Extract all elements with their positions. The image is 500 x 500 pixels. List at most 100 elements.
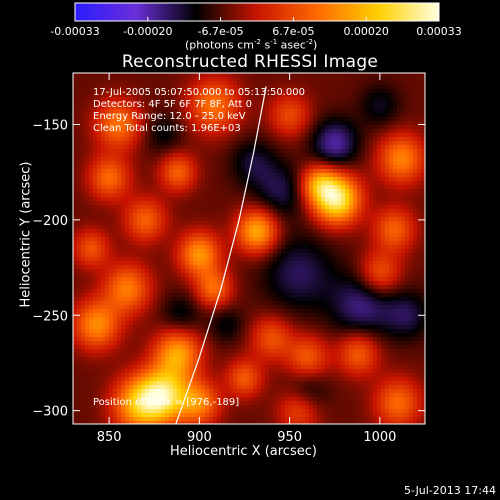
heatmap-cell xyxy=(105,93,110,98)
heatmap-cell xyxy=(309,281,314,286)
heatmap-cell xyxy=(417,205,422,210)
heatmap-cell xyxy=(117,281,122,286)
heatmap-cell xyxy=(269,209,274,214)
heatmap-cell xyxy=(349,225,354,230)
heatmap-cell xyxy=(253,81,258,86)
colorbar xyxy=(74,2,440,22)
heatmap-cell xyxy=(145,289,150,294)
heatmap-cell xyxy=(385,129,390,134)
heatmap-cell xyxy=(353,233,358,238)
heatmap-cell xyxy=(257,265,262,270)
heatmap-cell xyxy=(149,257,154,262)
heatmap-cell xyxy=(397,129,402,134)
heatmap-cell xyxy=(413,165,418,170)
heatmap-cell xyxy=(289,185,294,190)
heatmap-cell xyxy=(309,157,314,162)
heatmap-cell xyxy=(217,285,222,290)
heatmap-cell xyxy=(105,165,110,170)
heatmap-cell xyxy=(253,205,258,210)
heatmap-cell xyxy=(89,129,94,134)
heatmap-cell xyxy=(369,213,374,218)
heatmap-cell xyxy=(137,257,142,262)
heatmap-cell xyxy=(417,193,422,198)
heatmap-cell xyxy=(381,249,386,254)
heatmap-cell xyxy=(177,173,182,178)
heatmap-cell xyxy=(329,197,334,202)
heatmap-cell xyxy=(341,221,346,226)
heatmap-cell xyxy=(109,169,114,174)
heatmap-cell xyxy=(233,257,238,262)
heatmap-cell xyxy=(309,141,314,146)
heatmap-cell xyxy=(197,229,202,234)
heatmap-cell xyxy=(201,109,206,114)
heatmap-cell xyxy=(413,97,418,102)
heatmap-cell xyxy=(197,197,202,202)
heatmap-cell xyxy=(253,173,258,178)
heatmap-cell xyxy=(77,193,82,198)
heatmap-cell xyxy=(117,125,122,130)
heatmap-cell xyxy=(197,145,202,150)
heatmap-cell xyxy=(349,129,354,134)
heatmap-cell xyxy=(85,297,90,302)
heatmap-cell xyxy=(277,73,282,78)
heatmap-cell xyxy=(357,189,362,194)
heatmap-cell xyxy=(241,161,246,166)
heatmap-cell xyxy=(169,181,174,186)
heatmap-cell xyxy=(89,209,94,214)
heatmap-cell xyxy=(169,213,174,218)
heatmap-cell xyxy=(157,193,162,198)
heatmap-cell xyxy=(313,101,318,106)
heatmap-cell xyxy=(289,97,294,102)
heatmap-cell xyxy=(197,285,202,290)
heatmap-cell xyxy=(197,109,202,114)
heatmap-cell xyxy=(193,77,198,82)
heatmap-cell xyxy=(237,181,242,186)
heatmap-cell xyxy=(329,161,334,166)
heatmap-cell xyxy=(153,277,158,282)
heatmap-cell xyxy=(213,173,218,178)
heatmap-cell xyxy=(257,193,262,198)
heatmap-cell xyxy=(341,85,346,90)
heatmap-cell xyxy=(385,117,390,122)
heatmap-cell xyxy=(77,133,82,138)
heatmap-cell xyxy=(137,145,142,150)
heatmap-cell xyxy=(401,209,406,214)
heatmap-cell xyxy=(301,285,306,290)
heatmap-cell xyxy=(253,273,258,278)
heatmap-cell xyxy=(165,229,170,234)
heatmap-cell xyxy=(337,125,342,130)
heatmap-cell xyxy=(137,137,142,142)
heatmap-cell xyxy=(277,273,282,278)
heatmap-cell xyxy=(149,225,154,230)
heatmap-cell xyxy=(357,213,362,218)
heatmap-cell xyxy=(377,245,382,250)
heatmap-cell xyxy=(113,77,118,82)
heatmap-cell xyxy=(181,245,186,250)
heatmap-cell xyxy=(189,153,194,158)
heatmap-cell xyxy=(305,181,310,186)
heatmap-cell xyxy=(325,209,330,214)
heatmap-cell xyxy=(101,121,106,126)
heatmap-cell xyxy=(261,161,266,166)
heatmap-cell xyxy=(393,289,398,294)
heatmap-cell xyxy=(313,249,318,254)
heatmap-cell xyxy=(329,137,334,142)
heatmap-cell xyxy=(293,77,298,82)
heatmap-cell xyxy=(365,185,370,190)
heatmap-cell xyxy=(225,273,230,278)
heatmap-cell xyxy=(397,209,402,214)
heatmap-cell xyxy=(113,113,118,118)
heatmap-cell xyxy=(285,141,290,146)
heatmap-cell xyxy=(329,181,334,186)
heatmap-cell xyxy=(213,273,218,278)
heatmap-cell xyxy=(225,117,230,122)
heatmap-cell xyxy=(129,245,134,250)
heatmap-cell xyxy=(169,137,174,142)
heatmap-cell xyxy=(405,101,410,106)
heatmap-cell xyxy=(245,149,250,154)
heatmap-cell xyxy=(401,249,406,254)
heatmap-cell xyxy=(289,153,294,158)
heatmap-cell xyxy=(201,145,206,150)
heatmap-cell xyxy=(361,281,366,286)
heatmap-cell xyxy=(357,169,362,174)
